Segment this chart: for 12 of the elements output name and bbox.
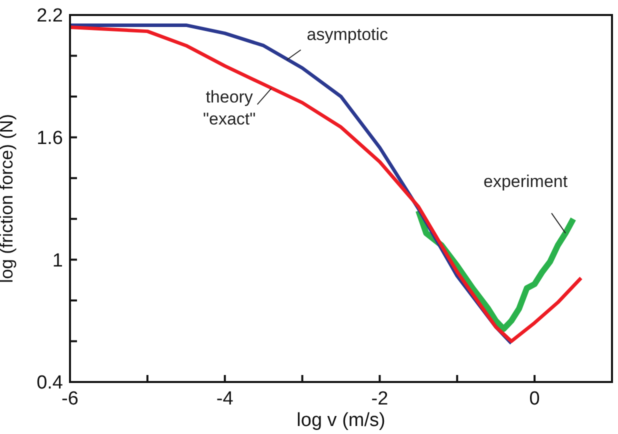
annotation: experiment: [483, 172, 568, 192]
annotation: theory "exact": [202, 87, 256, 128]
y-tick-label: 1.6: [36, 128, 63, 150]
y-tick-label: 1: [52, 250, 63, 272]
y-tick-label: 2.2: [36, 6, 63, 27]
x-tick-label: -2: [371, 388, 388, 410]
annotation: asymptotic: [306, 24, 389, 44]
x-tick-label: -4: [216, 388, 234, 410]
x-tick-label: -6: [62, 388, 78, 410]
y-tick-label: 0.4: [36, 372, 64, 394]
x-tick-label: 0: [529, 388, 540, 410]
x-axis-title: log v (m/s): [296, 410, 386, 431]
